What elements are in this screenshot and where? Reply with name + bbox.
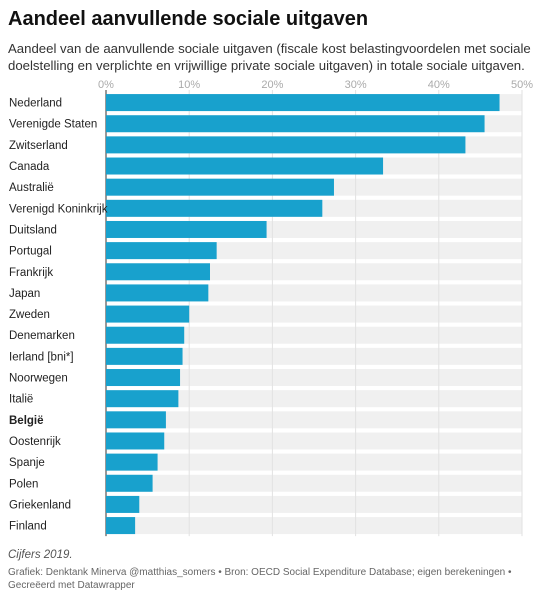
category-label: Zwitserland xyxy=(9,140,68,152)
category-label: Verenigd Koninkrijk xyxy=(9,203,108,215)
category-label: Nederland xyxy=(9,98,62,110)
category-label: Noorwegen xyxy=(9,373,68,385)
category-label: Polen xyxy=(9,478,38,490)
category-label: Duitsland xyxy=(9,224,57,236)
bar xyxy=(106,94,500,112)
bar-chart: 0% 10% 20% 30% 40% 50% Nederland Verenigde Stat… xyxy=(9,80,533,537)
category-label: Oostenrijk xyxy=(9,436,61,448)
bar-track xyxy=(106,347,522,365)
bar xyxy=(106,474,153,492)
bar xyxy=(106,347,183,365)
tick-label: 0% xyxy=(98,80,114,91)
category-label: Canada xyxy=(9,161,50,173)
bar-track xyxy=(106,390,522,408)
category-label: Finland xyxy=(9,521,47,533)
bar xyxy=(106,305,190,323)
bar xyxy=(106,157,384,175)
category-label: Japan xyxy=(9,288,40,300)
bar-track xyxy=(106,411,522,429)
tick-label: 40% xyxy=(428,80,450,91)
bar-track xyxy=(106,326,522,344)
bar-track xyxy=(106,453,522,471)
bar xyxy=(106,220,267,238)
bar-track xyxy=(106,305,522,323)
bar xyxy=(106,115,485,133)
bar xyxy=(106,284,209,302)
bar xyxy=(106,517,136,535)
chart-credit: Grafiek: Denktank Minerva @matthias_some… xyxy=(8,567,512,591)
category-label: Verenigde Staten xyxy=(9,119,97,131)
bar-track xyxy=(106,432,522,450)
bar xyxy=(106,453,158,471)
bar xyxy=(106,263,210,281)
bar-track xyxy=(106,369,522,387)
bar xyxy=(106,495,140,513)
bar xyxy=(106,178,334,196)
chart-title: Aandeel aanvullende sociale uitgaven xyxy=(8,8,369,30)
bar xyxy=(106,411,166,429)
category-label: Spanje xyxy=(9,457,45,469)
bar xyxy=(106,390,179,408)
bar xyxy=(106,326,185,344)
chart-subtitle: Aandeel van de aanvullende sociale uitga… xyxy=(8,41,531,73)
bar-track xyxy=(106,284,522,302)
bar xyxy=(106,432,165,450)
category-label: Australië xyxy=(9,182,54,194)
bar-track xyxy=(106,495,522,513)
tick-label: 20% xyxy=(261,80,283,91)
category-label: Ierland [bni*] xyxy=(9,351,74,363)
category-label: Zweden xyxy=(9,309,50,321)
chart-note: Cijfers 2019. xyxy=(8,549,73,561)
bar-track xyxy=(106,517,522,535)
tick-label: 50% xyxy=(511,80,533,91)
category-label: Italië xyxy=(9,394,33,406)
category-label: Frankrijk xyxy=(9,267,53,279)
category-label: België xyxy=(9,415,44,427)
bar xyxy=(106,136,466,154)
tick-label: 30% xyxy=(345,80,367,91)
bar-track xyxy=(106,474,522,492)
bar xyxy=(106,199,323,217)
category-label: Portugal xyxy=(9,246,52,258)
category-label: Denemarken xyxy=(9,330,75,342)
bar xyxy=(106,242,217,260)
category-label: Griekenland xyxy=(9,499,71,511)
tick-label: 10% xyxy=(178,80,200,91)
bar xyxy=(106,369,181,387)
